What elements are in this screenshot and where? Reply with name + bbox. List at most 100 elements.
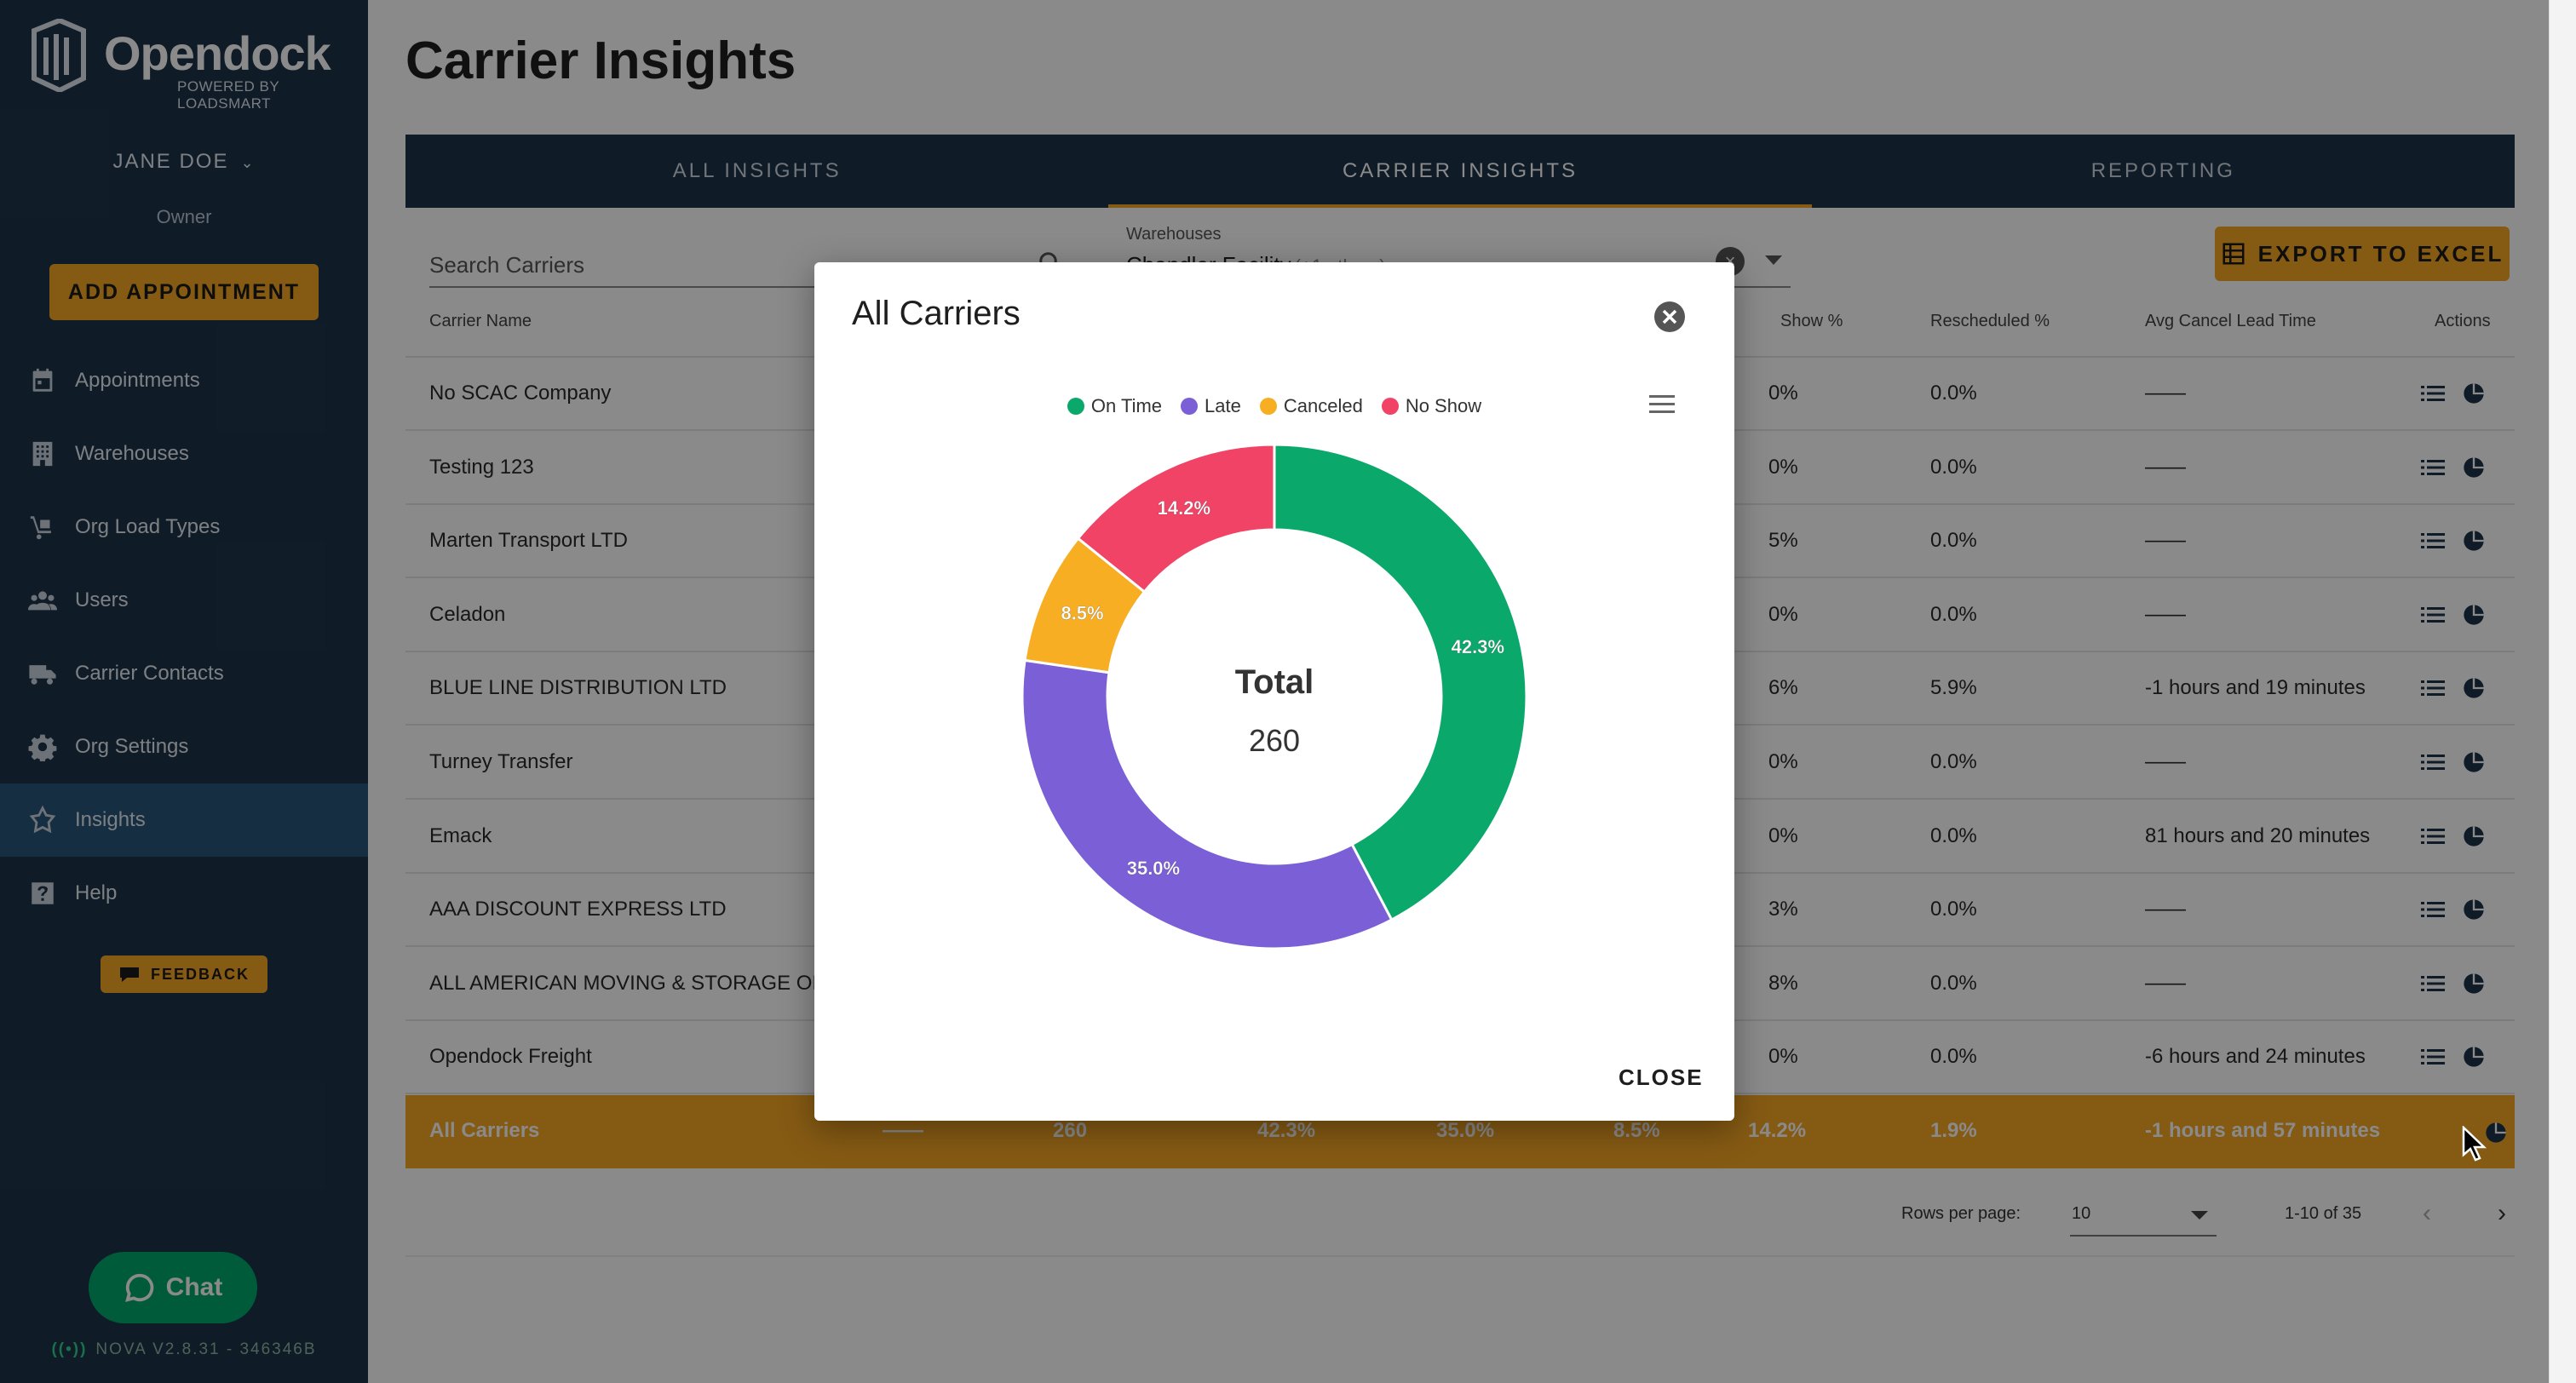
feedback-label: FEEDBACK <box>150 965 250 983</box>
pie-chart-icon[interactable] <box>2462 898 2486 921</box>
feedback-button[interactable]: FEEDBACK <box>101 955 267 993</box>
legend-swatch <box>1181 398 1199 415</box>
legend-item[interactable]: Late <box>1181 395 1241 417</box>
avg-cancel-lead-time: -1 hours and 19 minutes <box>2145 676 2366 700</box>
list-icon[interactable] <box>2421 605 2445 625</box>
opendock-logo[interactable]: Opendock POWERED BY LOADSMART <box>29 17 353 112</box>
pie-chart-icon[interactable] <box>2462 603 2486 627</box>
no-show-pct: 0% <box>1768 823 1798 847</box>
donut-slice-no-show[interactable] <box>1076 443 1276 594</box>
row-actions <box>2421 382 2486 405</box>
legend-item[interactable]: No Show <box>1381 395 1481 417</box>
pie-chart-icon[interactable] <box>2462 972 2486 996</box>
avg-cancel-lead-time: —— <box>2145 750 2186 773</box>
chevron-left-icon[interactable]: ‹ <box>2423 1199 2431 1227</box>
rescheduled-pct: 0.0% <box>1930 602 1977 626</box>
page-title: Carrier Insights <box>405 32 796 90</box>
tab-reporting[interactable]: REPORTING <box>2090 159 2235 182</box>
sidebar-item-users[interactable]: Users <box>0 564 368 637</box>
search-input[interactable]: Search Carriers <box>429 240 1063 288</box>
chart-center-value: 260 <box>1249 723 1300 758</box>
caret-down-icon[interactable] <box>1765 255 1782 265</box>
col-no-show[interactable]: Show % <box>1780 312 1843 330</box>
sidebar-item-org-load-types[interactable]: Org Load Types <box>0 491 368 564</box>
total-avg-cancel: -1 hours and 57 minutes <box>2145 1119 2381 1142</box>
carrier-name: ALL AMERICAN MOVING & STORAGE OF FA <box>429 971 856 995</box>
scrollbar[interactable] <box>2549 0 2576 1383</box>
add-appointment-button[interactable]: ADD APPOINTMENT <box>49 264 319 320</box>
chart-menu-icon[interactable] <box>1649 395 1675 416</box>
total-rescheduled: 1.9% <box>1930 1119 1977 1142</box>
chevron-right-icon[interactable]: › <box>2498 1199 2506 1227</box>
pie-chart-icon[interactable] <box>2462 382 2486 405</box>
list-icon[interactable] <box>2421 752 2445 772</box>
close-icon[interactable] <box>1653 300 1687 334</box>
pagination: Rows per page: 10 1-10 of 35 ‹ › <box>405 1184 2515 1257</box>
list-icon[interactable] <box>2421 457 2445 478</box>
legend-item[interactable]: On Time <box>1067 395 1162 417</box>
sidebar-nav: Appointments Warehouses Org Load Types U… <box>0 344 368 930</box>
pie-chart-icon[interactable] <box>2462 529 2486 553</box>
sidebar-item-label: Insights <box>75 808 146 831</box>
slice-data-label: 42.3% <box>1452 636 1504 657</box>
list-icon[interactable] <box>2421 1047 2445 1067</box>
carrier-name: Celadon <box>429 602 506 626</box>
rescheduled-pct: 0.0% <box>1930 898 1977 921</box>
truck-icon <box>27 658 58 689</box>
list-icon[interactable] <box>2421 678 2445 698</box>
legend-item[interactable]: Canceled <box>1259 395 1363 417</box>
list-icon[interactable] <box>2421 383 2445 404</box>
pie-chart-icon[interactable] <box>2462 824 2486 848</box>
no-show-pct: 0% <box>1768 1045 1798 1069</box>
close-button[interactable]: CLOSE <box>1619 1065 1704 1090</box>
list-icon[interactable] <box>2421 826 2445 846</box>
avg-cancel-lead-time: -6 hours and 24 minutes <box>2145 1045 2366 1069</box>
pie-chart-icon[interactable] <box>2462 750 2486 774</box>
brand-subtitle: POWERED BY LOADSMART <box>177 78 279 112</box>
user-name: JANE DOE <box>112 150 229 173</box>
avg-cancel-lead-time: —— <box>2145 971 2186 995</box>
col-actions: Actions <box>2435 312 2491 330</box>
row-actions <box>2421 750 2486 774</box>
user-menu[interactable]: JANE DOE ⌄ <box>0 150 368 174</box>
pie-chart-icon[interactable] <box>2462 1045 2486 1069</box>
legend-swatch <box>1259 398 1277 415</box>
list-icon[interactable] <box>2421 973 2445 994</box>
sidebar-item-help[interactable]: Help <box>0 857 368 930</box>
rescheduled-pct: 0.0% <box>1930 823 1977 847</box>
caret-down-icon <box>2191 1211 2208 1219</box>
tab-carrier-insights[interactable]: CARRIER INSIGHTS <box>1108 135 1812 208</box>
no-show-pct: 0% <box>1768 455 1798 479</box>
col-avg-cancel[interactable]: Avg Cancel Lead Time <box>2145 312 2316 330</box>
sidebar-item-warehouses[interactable]: Warehouses <box>0 417 368 491</box>
donut-slice-late[interactable] <box>1021 658 1394 950</box>
chat-button[interactable]: Chat <box>89 1252 257 1323</box>
list-icon[interactable] <box>2421 531 2445 551</box>
sidebar-item-appointments[interactable]: Appointments <box>0 344 368 417</box>
sidebar-item-org-settings[interactable]: Org Settings <box>0 710 368 783</box>
avg-cancel-lead-time: —— <box>2145 602 2186 626</box>
list-icon[interactable] <box>2421 899 2445 920</box>
pie-chart-icon[interactable] <box>2462 456 2486 479</box>
rows-per-page-select[interactable]: 10 <box>2070 1196 2217 1237</box>
col-rescheduled[interactable]: Rescheduled % <box>1930 312 2050 330</box>
pie-chart-icon[interactable] <box>2462 676 2486 700</box>
sidebar-item-label: Help <box>75 881 118 904</box>
calendar-icon <box>27 365 58 396</box>
carrier-name: Turney Transfer <box>429 750 573 773</box>
pie-chart-icon[interactable] <box>2484 1121 2508 1145</box>
carrier-name: Emack <box>429 823 492 847</box>
opendock-logo-icon <box>32 19 86 92</box>
carrier-name: BLUE LINE DISTRIBUTION LTD <box>429 676 727 700</box>
legend-label: Late <box>1205 395 1241 416</box>
help-icon <box>27 878 58 909</box>
rescheduled-pct: 5.9% <box>1930 676 1977 700</box>
sidebar-item-carrier-contacts[interactable]: Carrier Contacts <box>0 637 368 710</box>
sidebar-item-insights[interactable]: Insights <box>0 783 368 857</box>
sidebar-item-label: Appointments <box>75 369 200 392</box>
col-carrier-name[interactable]: Carrier Name <box>429 312 532 330</box>
no-show-pct: 8% <box>1768 971 1798 995</box>
donut-slice-on-time[interactable] <box>1273 443 1528 922</box>
export-to-excel-button[interactable]: EXPORT TO EXCEL <box>2215 227 2510 281</box>
tab-all-insights[interactable]: ALL INSIGHTS <box>672 159 842 182</box>
